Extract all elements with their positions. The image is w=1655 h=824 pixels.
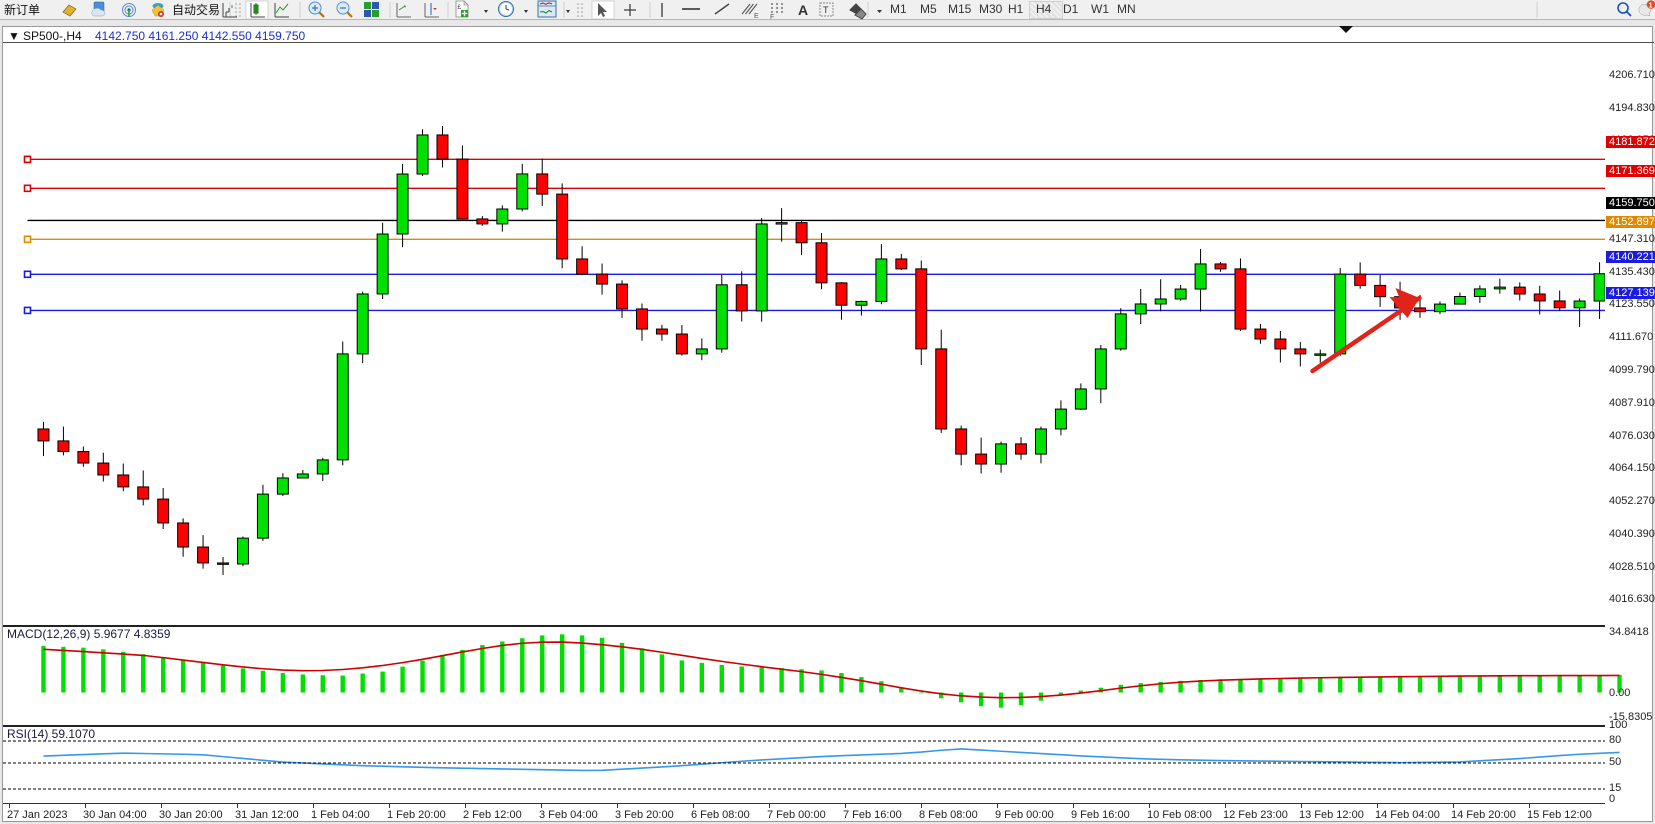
svg-text:新订单: 新订单 (4, 2, 40, 17)
svg-text:A: A (798, 2, 808, 18)
svg-text:T: T (823, 5, 829, 15)
svg-text:E: E (754, 13, 759, 20)
svg-text:1: 1 (1649, 2, 1653, 9)
svg-text:自动交易: 自动交易 (172, 2, 220, 17)
